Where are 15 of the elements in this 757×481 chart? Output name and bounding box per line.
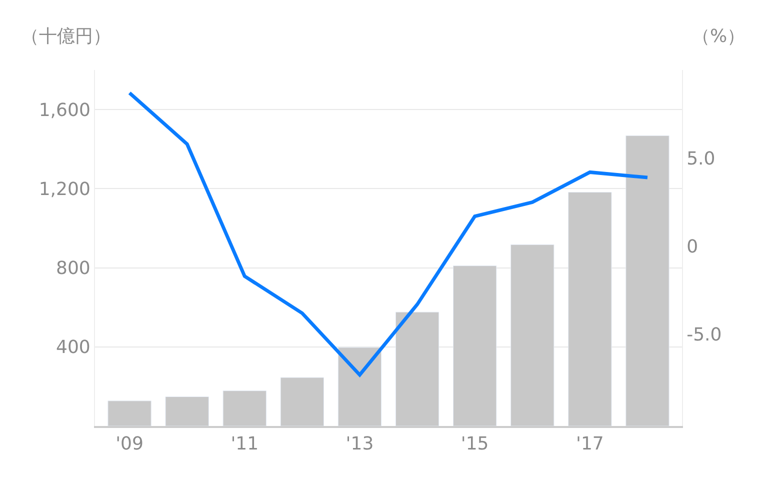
x-tick-label: '11 — [230, 434, 259, 455]
y-tick-label: 400 — [56, 337, 90, 358]
y2-axis-title: （%） — [692, 26, 746, 47]
y-axis-title: （十億円） — [21, 26, 111, 47]
x-tick-label: '13 — [346, 434, 374, 455]
y2-tick-label: -5.0 — [686, 324, 722, 346]
y-tick-label: 1,600 — [38, 100, 90, 121]
y2-tick-label: 0 — [686, 236, 698, 258]
y2-tick-label: 5.0 — [686, 148, 716, 170]
x-tick-label: '15 — [460, 434, 489, 455]
x-tick-label: '09 — [116, 434, 144, 455]
y-tick-label: 800 — [56, 258, 90, 280]
line-series — [128, 91, 650, 377]
y-tick-label: 1,200 — [38, 178, 90, 200]
x-tick-label: '17 — [576, 434, 604, 455]
